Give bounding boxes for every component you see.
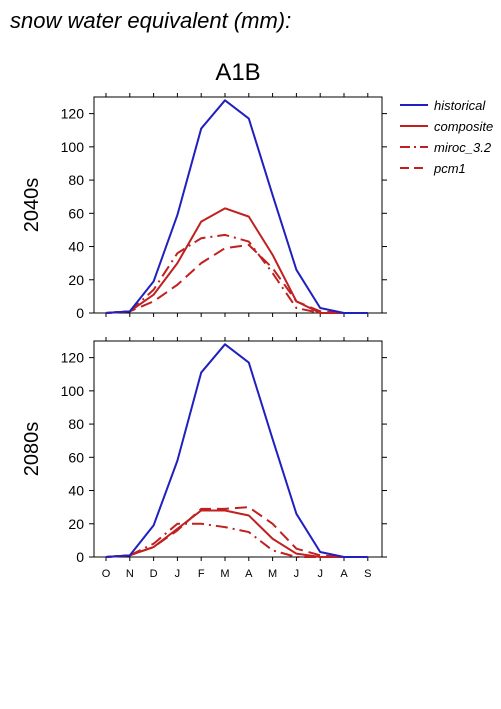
- series-line-miroc_3.2: [105, 522, 368, 558]
- y-tick-label: 120: [61, 106, 85, 122]
- y-tick-label: 120: [61, 350, 85, 366]
- plot-frame: [93, 340, 383, 558]
- x-tick-label: D: [150, 568, 158, 580]
- legend-label: historical: [434, 98, 486, 113]
- series-line-composite: [105, 207, 368, 314]
- y-tick-label: 60: [68, 205, 84, 221]
- legend-label: composite: [434, 119, 493, 134]
- x-tick-label: F: [198, 568, 205, 580]
- legend-label: pcm1: [433, 161, 466, 176]
- x-tick-label: A: [245, 568, 253, 580]
- x-tick-label: O: [102, 568, 111, 580]
- x-tick-label: J: [294, 568, 300, 580]
- figure-title: snow water equivalent (mm):: [10, 8, 291, 33]
- x-tick-label: J: [317, 568, 323, 580]
- x-tick-label: M: [220, 568, 229, 580]
- y-tick-label: 100: [61, 139, 85, 155]
- series-line-pcm1: [105, 243, 368, 314]
- y-tick-label: 40: [68, 239, 84, 255]
- y-tick-label: 0: [76, 549, 84, 565]
- series-line-historical: [105, 343, 368, 558]
- series-line-miroc_3.2: [105, 233, 368, 314]
- y-tick-label: 80: [68, 416, 84, 432]
- y-tick-label: 80: [68, 172, 84, 188]
- panel-2040s: 0 20 40 60 80 100 120 2040s: [21, 93, 387, 321]
- y-tick-label: 40: [68, 483, 84, 499]
- legend: historical composite miroc_3.2 pcm1: [400, 98, 493, 176]
- scenario-label: A1B: [215, 59, 260, 86]
- x-tick-label: M: [268, 568, 277, 580]
- panel-2080s: 0 20 40 60 80 100 120 O N D J F M A M J J A S 2080s: [21, 337, 387, 580]
- legend-label: miroc_3.2: [434, 140, 492, 155]
- panel-label-2040s: 2040s: [21, 178, 43, 233]
- x-tick-label: S: [364, 568, 371, 580]
- x-tick-label: N: [126, 568, 134, 580]
- plot-frame: [93, 96, 383, 314]
- panel-label-2080s: 2080s: [21, 422, 43, 477]
- series-line-historical: [105, 99, 368, 314]
- series-line-composite: [105, 509, 368, 558]
- y-tick-label: 60: [68, 449, 84, 465]
- x-tick-label: A: [340, 568, 348, 580]
- y-tick-label: 100: [61, 383, 85, 399]
- y-tick-label: 0: [76, 305, 84, 321]
- panels: 0 20 40 60 80 100 120 2040s 0 20 40 60 80 100 120 O N D J F…: [21, 93, 387, 580]
- y-tick-label: 20: [68, 272, 84, 288]
- y-tick-label: 20: [68, 516, 84, 532]
- x-tick-label: J: [175, 568, 181, 580]
